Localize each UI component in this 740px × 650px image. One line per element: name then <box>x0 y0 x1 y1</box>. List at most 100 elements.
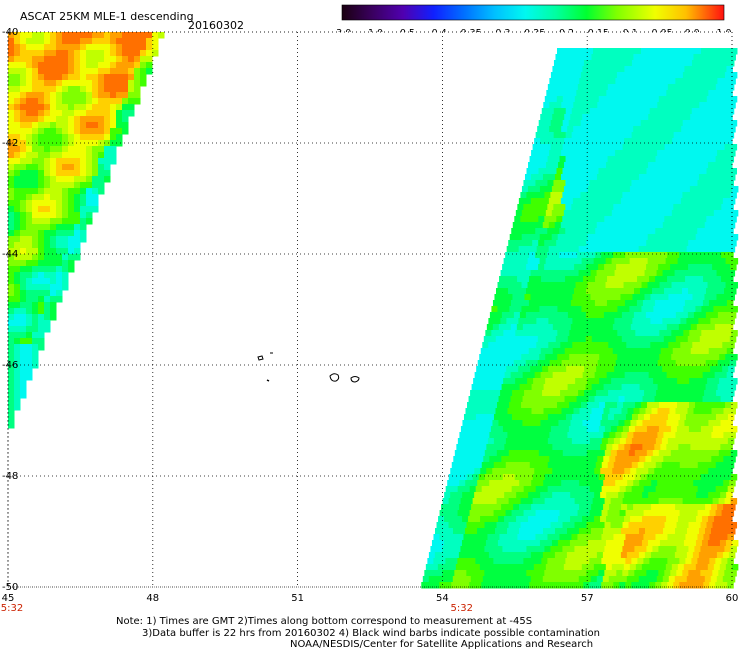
swath-cell <box>533 186 541 193</box>
swath-cell <box>609 126 616 133</box>
swath-cell <box>705 102 712 109</box>
swath-cell <box>514 450 522 457</box>
swath-cell <box>718 216 725 223</box>
swath-cell <box>56 230 63 237</box>
swath-cell <box>715 534 722 541</box>
swath-cell <box>643 558 650 565</box>
swath-cell <box>505 252 512 259</box>
swath-cell <box>20 104 27 111</box>
swath-cell <box>718 264 725 271</box>
swath-cell <box>607 486 615 493</box>
swath-cell <box>589 510 597 517</box>
swath-cell <box>459 456 466 463</box>
swath-cell <box>540 348 548 355</box>
swath-cell <box>589 228 596 235</box>
swath-cell <box>32 176 39 183</box>
swath-cell <box>527 564 535 571</box>
swath-cell <box>488 390 495 397</box>
swath-cell <box>486 516 493 523</box>
swath-cell <box>146 44 153 51</box>
swath-cell <box>651 312 659 319</box>
swath-cell <box>560 342 567 349</box>
swath-cell <box>675 480 682 487</box>
swath-cell <box>724 522 732 529</box>
swath-cell <box>618 516 625 523</box>
swath-cell <box>565 414 573 421</box>
swath-cell <box>563 210 571 217</box>
note-line-2: 3)Data buffer is 22 hrs from 20160302 4)… <box>142 628 600 639</box>
swath-cell <box>655 486 663 493</box>
swath-cell <box>724 96 732 103</box>
swath-cell <box>642 492 649 499</box>
swath-cell <box>523 414 531 421</box>
swath-cell <box>569 378 576 385</box>
swath-cell <box>614 528 622 535</box>
swath-cell <box>594 90 601 97</box>
swath-cell <box>552 396 560 403</box>
swath-cell <box>110 32 117 39</box>
swath-cell <box>685 486 693 493</box>
swath-cell <box>702 516 709 523</box>
swath-cell <box>612 162 619 169</box>
swath-cell <box>104 86 111 93</box>
swath-cell <box>714 372 722 379</box>
swath-cell <box>696 420 703 427</box>
swath-cell <box>463 510 471 517</box>
swath-cell <box>685 510 693 517</box>
swath-cell <box>14 284 21 291</box>
swath-cell <box>483 360 491 367</box>
swath-cell <box>620 318 627 325</box>
swath-cell <box>559 60 567 67</box>
swath-cell <box>545 354 552 361</box>
swath-cell <box>678 114 685 121</box>
swath-cell <box>496 522 504 529</box>
swath-cell <box>669 78 676 85</box>
swath-cell <box>573 150 580 157</box>
swath-cell <box>541 510 549 517</box>
swath-cell <box>717 54 724 61</box>
swath-cell <box>140 38 147 45</box>
swath-cell <box>674 270 682 277</box>
swath-cell <box>471 384 479 391</box>
swath-cell <box>679 276 686 283</box>
swath-cell <box>500 528 508 535</box>
swath-cell <box>569 402 576 409</box>
swath-cell <box>20 92 27 99</box>
swath-cell <box>534 324 542 331</box>
swath-cell <box>607 156 615 163</box>
swath-cell <box>715 276 722 283</box>
swath-cell <box>609 102 616 109</box>
swath-cell <box>522 372 530 379</box>
swath-cell <box>8 266 15 273</box>
swath-cell <box>591 102 598 109</box>
swath-cell <box>691 558 698 565</box>
swath-cell <box>575 378 582 385</box>
swath-cell <box>693 288 701 295</box>
swath-cell <box>673 108 681 115</box>
swath-cell <box>559 510 567 517</box>
swath-cell <box>92 194 99 201</box>
swath-cell <box>560 174 568 181</box>
swath-cell <box>557 564 565 571</box>
swath-cell <box>532 522 540 529</box>
swath-cell <box>14 272 21 279</box>
swath-cell <box>688 426 696 433</box>
swath-cell <box>599 282 607 289</box>
swath-cell <box>725 402 732 409</box>
swath-cell <box>582 138 589 145</box>
swath-cell <box>489 336 497 343</box>
swath-cell <box>577 486 585 493</box>
swath-cell <box>515 330 522 337</box>
swath-cell <box>585 150 592 157</box>
swath-cell <box>691 462 699 469</box>
swath-cell <box>685 558 692 565</box>
swath-cell <box>14 344 21 351</box>
swath-cell <box>707 234 715 241</box>
swath-cell <box>14 374 21 381</box>
swath-cell <box>613 534 620 541</box>
swath-cell <box>689 378 696 385</box>
swath-cell <box>44 320 51 327</box>
note-line-3: NOAA/NESDIS/Center for Satellite Applica… <box>290 639 594 650</box>
swath-cell <box>553 534 560 541</box>
swath-cell <box>558 66 565 73</box>
